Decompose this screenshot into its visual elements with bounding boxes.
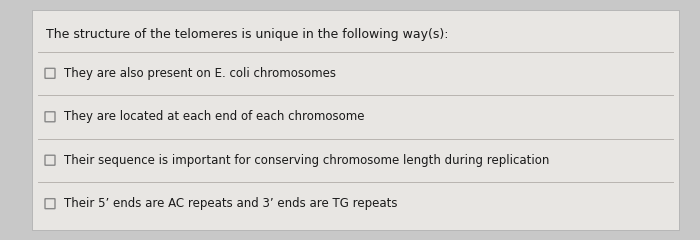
Text: Their 5’ ends are AC repeats and 3’ ends are TG repeats: Their 5’ ends are AC repeats and 3’ ends… xyxy=(64,197,398,210)
Text: They are located at each end of each chromosome: They are located at each end of each chr… xyxy=(64,110,365,123)
FancyBboxPatch shape xyxy=(45,199,55,209)
FancyBboxPatch shape xyxy=(45,112,55,122)
Text: Their sequence is important for conserving chromosome length during replication: Their sequence is important for conservi… xyxy=(64,154,550,167)
Text: The structure of the telomeres is unique in the following way(s):: The structure of the telomeres is unique… xyxy=(46,28,448,41)
FancyBboxPatch shape xyxy=(32,10,679,230)
FancyBboxPatch shape xyxy=(45,68,55,78)
FancyBboxPatch shape xyxy=(45,155,55,165)
Text: They are also present on E. coli chromosomes: They are also present on E. coli chromos… xyxy=(64,67,337,80)
